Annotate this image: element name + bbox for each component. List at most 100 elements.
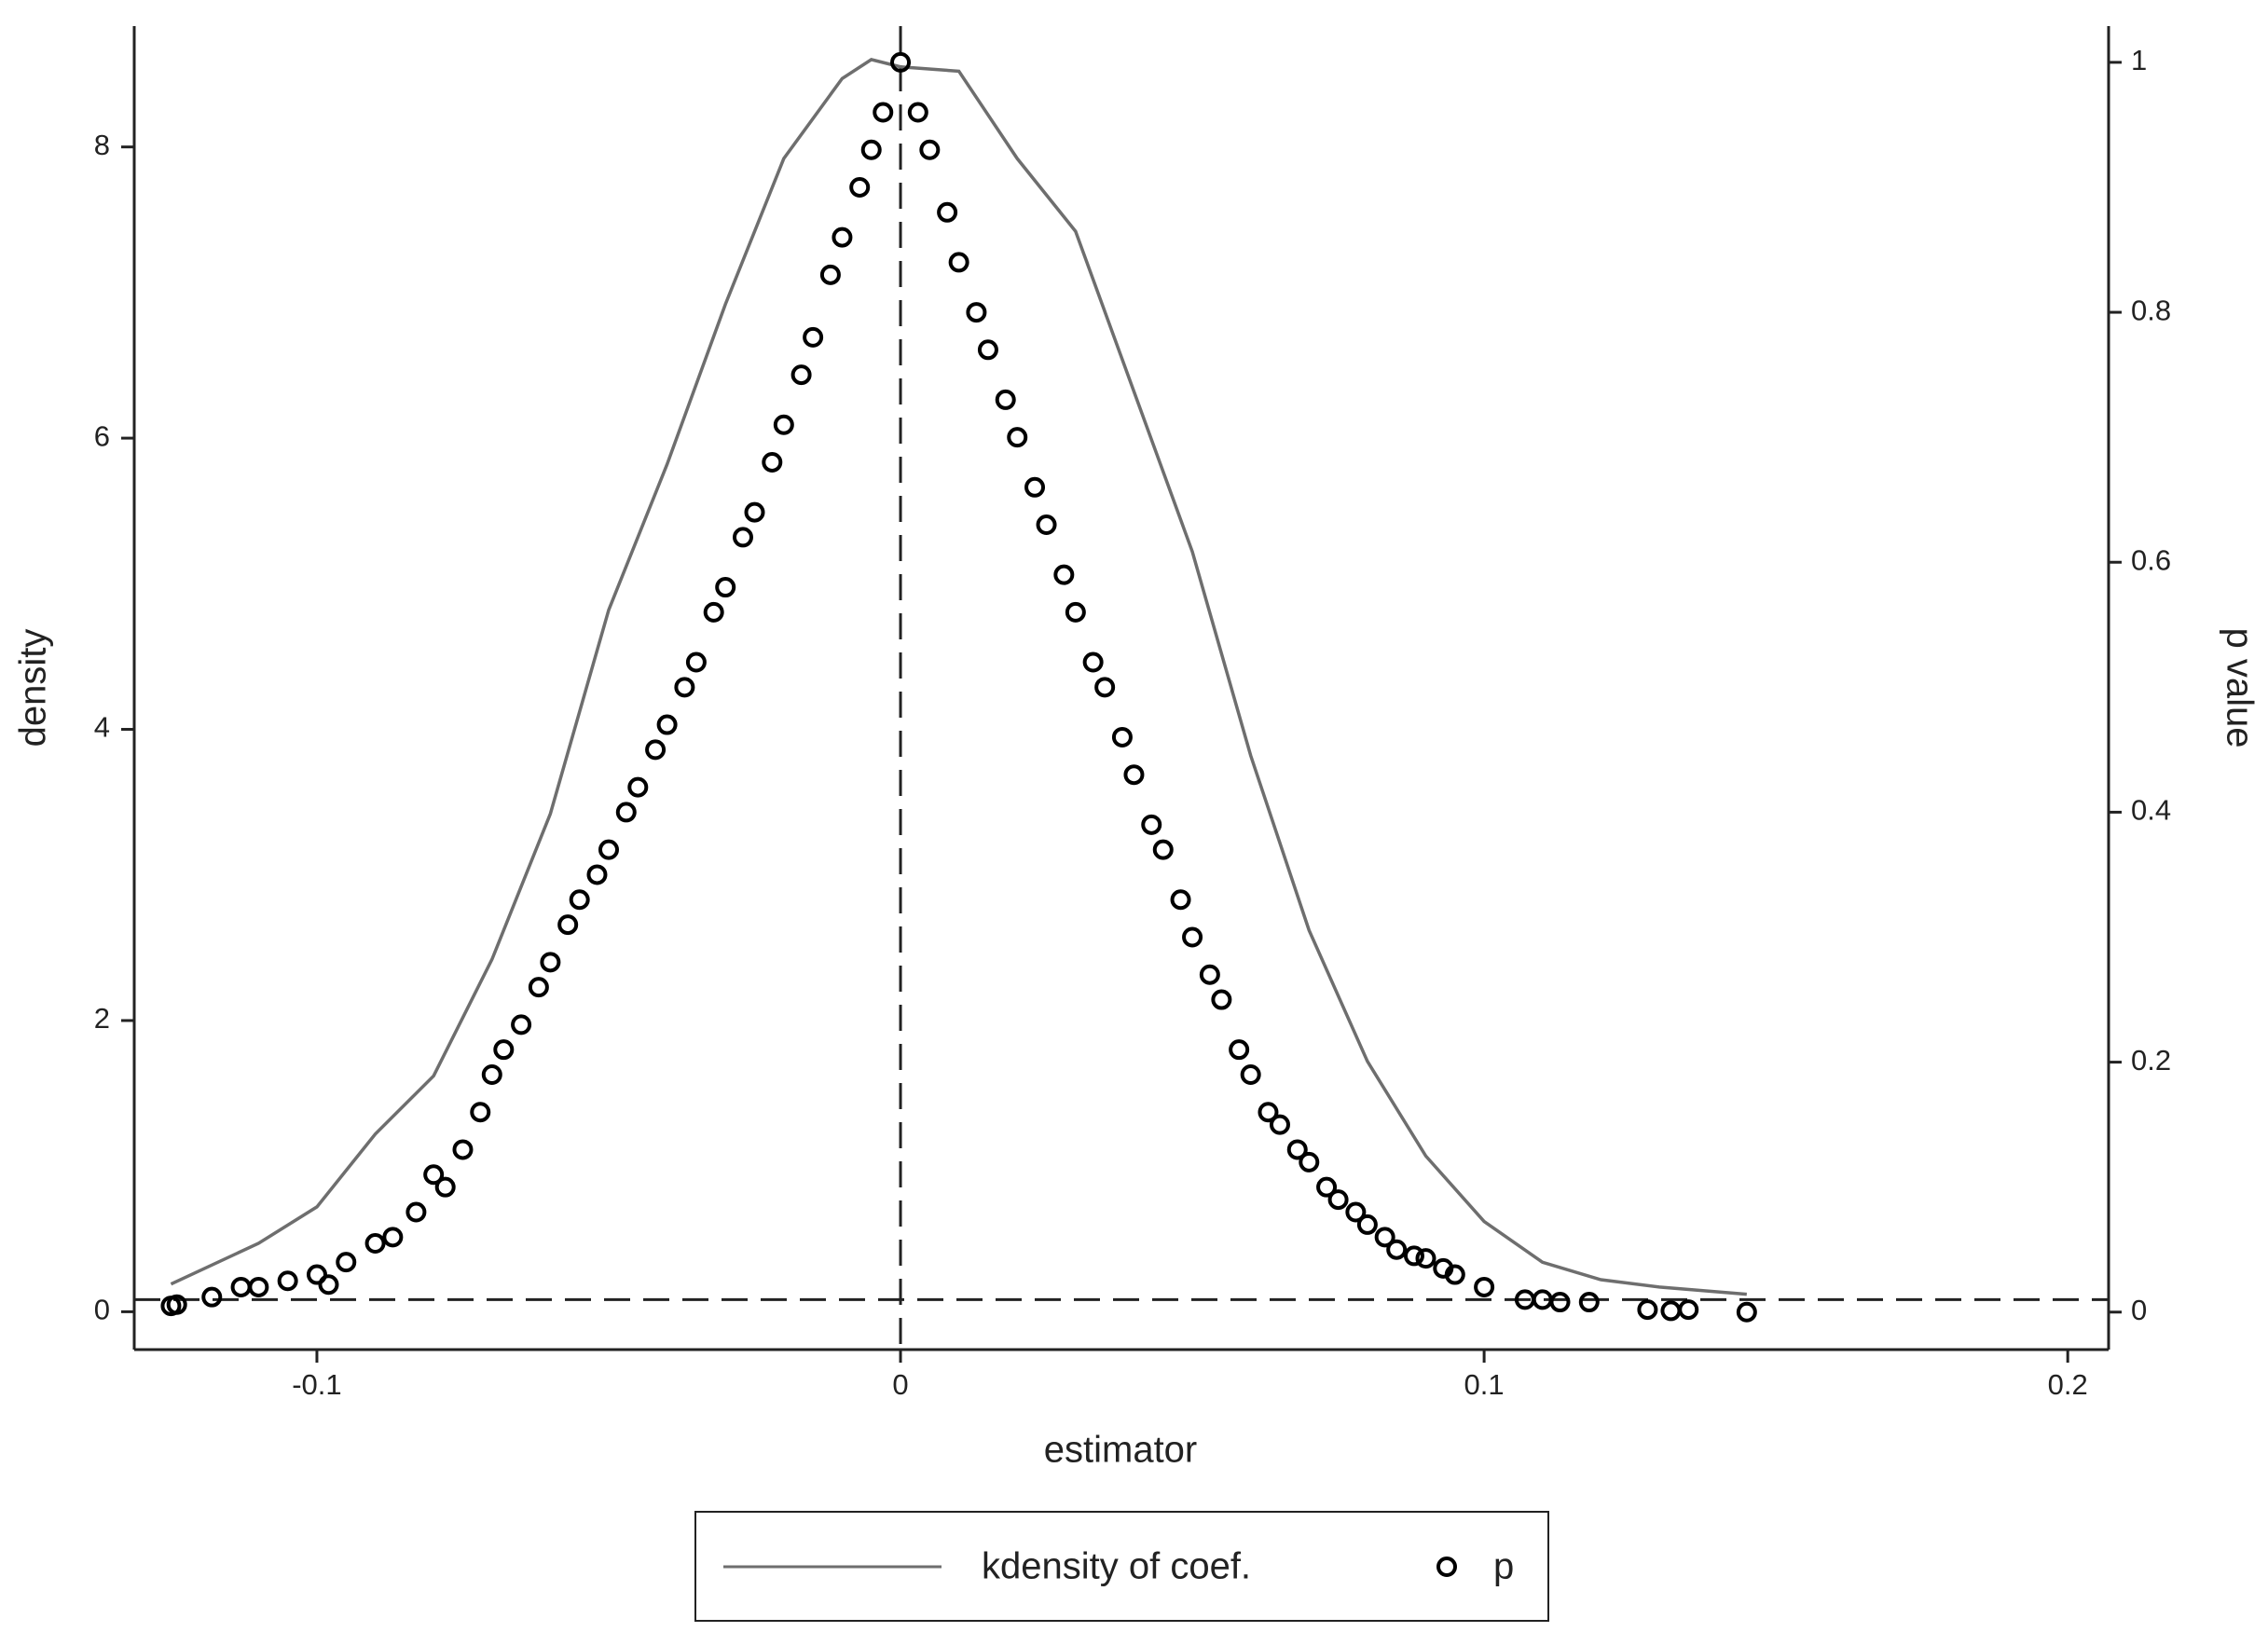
legend-marker-swatch xyxy=(1436,1557,1457,1577)
scatter-point xyxy=(762,451,783,473)
scatter-point xyxy=(860,139,882,160)
y2-tick-label: 0.2 xyxy=(2131,1044,2171,1077)
scatter-point xyxy=(907,102,928,123)
scatter-point xyxy=(1141,814,1162,835)
scatter-point xyxy=(364,1233,386,1255)
scatter-point xyxy=(248,1276,269,1297)
x-axis-title: estimator xyxy=(1044,1430,1198,1471)
y-tick-label: 2 xyxy=(94,1002,110,1035)
y2-axis-title: p value xyxy=(2219,628,2260,748)
scatter-point xyxy=(423,1164,445,1186)
scatter-point xyxy=(1678,1299,1699,1321)
scatter-point xyxy=(1549,1292,1571,1313)
y2-tick-label: 0.8 xyxy=(2131,294,2171,326)
y2-tick-label: 0.6 xyxy=(2131,543,2171,576)
scatter-point xyxy=(1415,1248,1436,1269)
scatter-point xyxy=(715,577,736,598)
scatter-point xyxy=(1111,726,1133,747)
legend-label: kdensity of coef. xyxy=(982,1546,1251,1587)
scatter-point xyxy=(1258,1102,1279,1123)
scatter-point xyxy=(1240,1064,1261,1086)
scatter-point xyxy=(1736,1301,1757,1323)
scatter-point xyxy=(598,839,619,860)
scatter-point xyxy=(1152,839,1174,860)
scatter-point xyxy=(511,1014,532,1035)
scatter-point xyxy=(615,802,637,823)
y2-tick-label: 1 xyxy=(2131,44,2147,76)
scatter-point xyxy=(1269,1114,1290,1135)
scatter-point xyxy=(452,1139,474,1160)
scatter-point xyxy=(803,326,824,348)
scatter-point xyxy=(1316,1176,1338,1198)
scatter-point xyxy=(966,302,987,323)
y-axis-title: density xyxy=(13,629,54,747)
scatter-point xyxy=(832,226,853,248)
scatter-point xyxy=(937,201,958,223)
x-tick-label: -0.1 xyxy=(292,1368,341,1401)
scatter-point xyxy=(1182,926,1203,948)
scatter-point xyxy=(1123,764,1145,786)
scatter-point xyxy=(1386,1239,1408,1260)
x-tick-label: 0.1 xyxy=(1464,1368,1505,1401)
scatter-point xyxy=(1474,1276,1495,1297)
legend-box xyxy=(694,1511,1549,1622)
legend-label: p xyxy=(1493,1546,1514,1587)
scatter-point xyxy=(1356,1214,1378,1235)
scatter-point xyxy=(557,914,579,936)
scatter-point xyxy=(1403,1245,1424,1267)
scatter-point xyxy=(1327,1189,1349,1211)
scatter-point xyxy=(645,739,667,761)
scatter-point xyxy=(849,176,871,198)
scatter-point xyxy=(306,1264,327,1285)
scatter-point xyxy=(1345,1201,1367,1223)
scatter-point xyxy=(1094,677,1116,698)
scatter-point xyxy=(1578,1292,1600,1313)
scatter-point xyxy=(890,51,912,73)
x-tick-label: 0 xyxy=(892,1368,908,1401)
y-tick-label: 6 xyxy=(94,419,110,452)
scatter-point xyxy=(790,364,812,386)
scatter-point xyxy=(1082,651,1104,673)
scatter-point xyxy=(230,1276,252,1297)
scatter-point xyxy=(405,1201,427,1223)
scatter-point xyxy=(1199,964,1220,985)
scatter-point xyxy=(627,776,649,798)
scatter-point xyxy=(1170,889,1191,911)
scatter-point xyxy=(819,264,841,285)
scatter-point xyxy=(201,1286,223,1308)
scatter-point xyxy=(1229,1039,1250,1061)
scatter-point xyxy=(1007,427,1028,448)
scatter-point xyxy=(1024,476,1046,498)
scatter-point xyxy=(481,1064,502,1086)
scatter-point xyxy=(528,977,549,998)
scatter-point xyxy=(873,102,894,123)
scatter-point xyxy=(948,252,969,273)
scatter-point xyxy=(1065,601,1086,623)
y2-tick-label: 0.4 xyxy=(2131,794,2171,827)
scatter-point xyxy=(1211,989,1232,1010)
y-tick-label: 0 xyxy=(94,1294,110,1326)
scatter-point xyxy=(919,139,941,160)
scatter-point xyxy=(1053,564,1075,585)
scatter-point xyxy=(685,651,707,673)
y2-tick-label: 0 xyxy=(2131,1294,2147,1326)
scatter-point xyxy=(1299,1151,1320,1173)
scatter-point xyxy=(1637,1299,1658,1321)
scatter-point xyxy=(744,501,765,523)
scatter-point xyxy=(540,952,561,973)
scatter-point xyxy=(336,1252,357,1273)
scatter-point xyxy=(995,389,1016,410)
scatter-point xyxy=(773,414,794,435)
scatter-point xyxy=(277,1270,298,1292)
scatter-point xyxy=(382,1227,404,1248)
scatter-point xyxy=(493,1039,515,1061)
scatter-point xyxy=(674,677,695,698)
scatter-point xyxy=(1444,1264,1465,1285)
scatter-point xyxy=(318,1274,339,1296)
scatter-point xyxy=(569,889,590,911)
scatter-point xyxy=(1036,514,1057,536)
scatter-point xyxy=(703,601,724,623)
scatter-point xyxy=(1374,1227,1395,1248)
